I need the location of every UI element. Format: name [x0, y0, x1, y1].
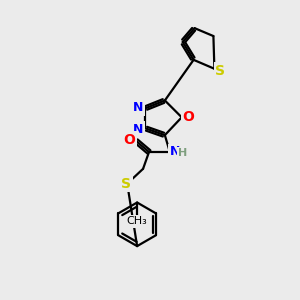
- Text: S: S: [215, 64, 225, 78]
- Text: S: S: [121, 177, 131, 191]
- Text: CH₃: CH₃: [127, 216, 148, 226]
- Text: N: N: [169, 146, 180, 158]
- Text: O: O: [123, 133, 135, 147]
- Text: N: N: [133, 101, 143, 114]
- Text: H: H: [178, 148, 187, 158]
- Text: N: N: [133, 123, 143, 136]
- Text: O: O: [183, 110, 195, 124]
